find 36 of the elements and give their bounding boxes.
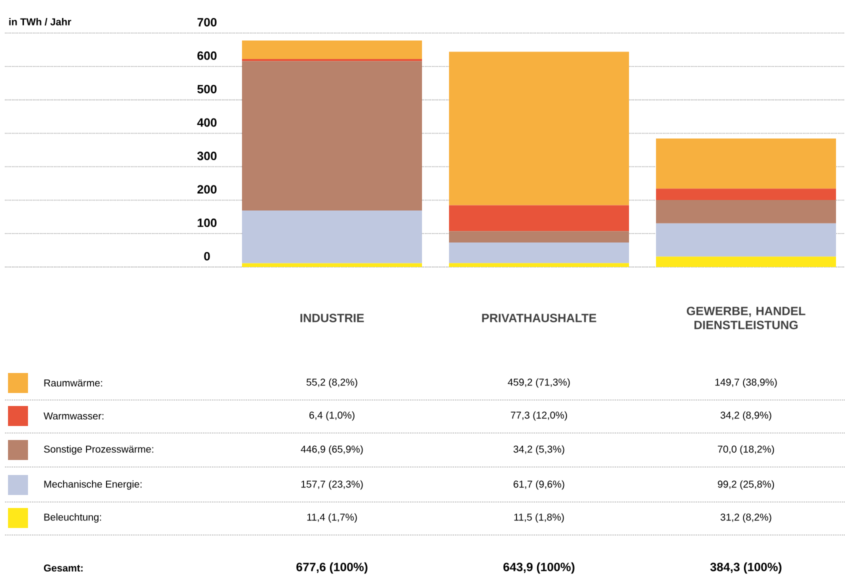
data-label: 70,0 (18,2%) bbox=[718, 445, 774, 455]
data-label: 11,5 (1,8%) bbox=[514, 513, 564, 523]
legend-label: Warmwasser: bbox=[44, 412, 104, 420]
x-tick-label: GEWERBE, HANDEL DIENSTLEISTUNG bbox=[686, 306, 806, 330]
y-tick-label: 100 bbox=[198, 218, 217, 228]
legend-label: Sonstige Prozesswärme: bbox=[44, 445, 154, 455]
data-label: 77,3 (12,0%) bbox=[510, 411, 568, 421]
legend-label: Beleuchtung: bbox=[44, 513, 101, 523]
text: 677,6 (100%) bbox=[296, 562, 368, 574]
text: 643,9 (100%) bbox=[503, 562, 574, 574]
data-label: 34,2 (5,3%) bbox=[514, 445, 564, 455]
data-label: 6,4 (1,0%) bbox=[309, 411, 354, 421]
y-tick-label: 700 bbox=[198, 18, 217, 26]
y-tick-label: 200 bbox=[197, 185, 217, 194]
legend-label: Mechanische Energie: bbox=[44, 480, 142, 490]
x-tick-label: PRIVATHAUSHALTE bbox=[482, 314, 596, 322]
text: Gesamt: bbox=[44, 564, 83, 572]
y-tick-label: 400 bbox=[197, 118, 217, 127]
y-tick-label: 300 bbox=[197, 152, 217, 160]
text: 384,3 (100%) bbox=[710, 562, 782, 574]
data-label: 157,7 (23,3%) bbox=[301, 480, 363, 490]
data-label: 61,7 (9,6%) bbox=[514, 480, 564, 490]
data-label: 149,7 (38,9%) bbox=[715, 378, 777, 388]
y-tick-label: 600 bbox=[197, 51, 217, 60]
text: in TWh / Jahr bbox=[9, 18, 72, 26]
data-label: 55,2 (8,2%) bbox=[306, 378, 358, 388]
data-label: 34,2 (8,9%) bbox=[720, 411, 772, 421]
data-label: 459,2 (71,3%) bbox=[508, 378, 570, 388]
data-label: 99,2 (25,8%) bbox=[718, 480, 774, 490]
y-tick-label: 500 bbox=[197, 84, 217, 94]
legend-label: Raumwärme: bbox=[44, 380, 102, 386]
y-tick-label: 0 bbox=[204, 252, 210, 260]
data-label: 11,4 (1,7%) bbox=[307, 513, 357, 523]
data-label: 446,9 (65,9%) bbox=[300, 445, 363, 455]
x-tick-label: INDUSTRIE bbox=[300, 314, 364, 322]
data-label: 31,2 (8,2%) bbox=[720, 513, 772, 523]
